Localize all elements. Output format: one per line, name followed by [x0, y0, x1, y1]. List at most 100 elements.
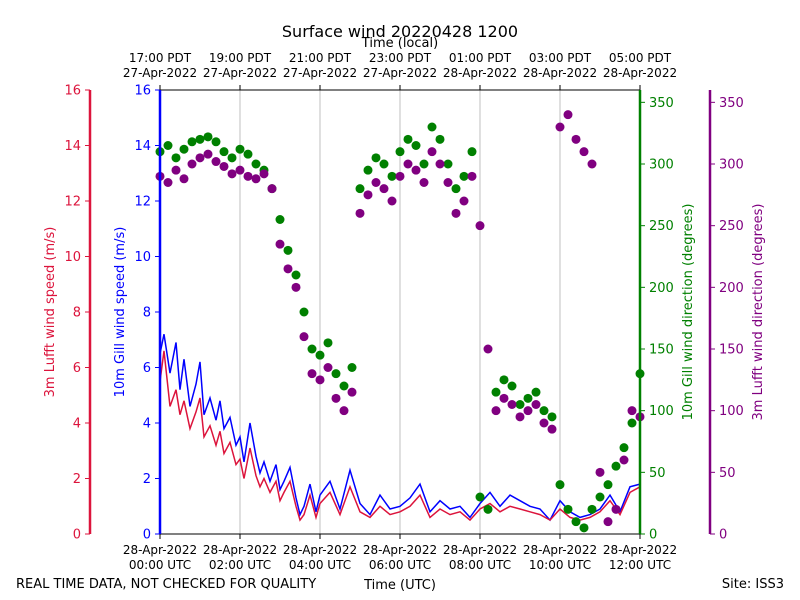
10m-gill-wind-direction-point [179, 144, 189, 154]
10m-gill-wind-direction-point [627, 418, 637, 428]
10m-gill-wind-direction-point [555, 480, 565, 490]
3m-lufft-wind-direction-point [387, 196, 397, 206]
gill-speed-axis-tick-label: 2 [143, 472, 151, 487]
3m-lufft-wind-direction-point [611, 504, 621, 514]
lufft-dir-axis-tick-label: 250 [719, 219, 744, 234]
10m-gill-wind-direction-point [587, 504, 597, 514]
3m-lufft-wind-direction-point [235, 165, 245, 175]
3m-lufft-wind-direction-point [315, 375, 325, 385]
lufft-speed-axis-tick-label: 2 [73, 472, 81, 487]
10m-gill-wind-direction-point [483, 504, 493, 514]
10m-gill-wind-direction-point [603, 480, 613, 490]
3m-lufft-wind-direction-point [467, 171, 477, 181]
3m-lufft-wind-direction-point [307, 369, 317, 379]
10m-gill-wind-direction-point [563, 504, 573, 514]
top-tick-label-date: 27-Apr-2022 [363, 66, 437, 80]
gill-speed-axis-tick-label: 12 [134, 195, 151, 210]
3m-lufft-wind-direction-point [299, 332, 309, 342]
3m-lufft-wind-direction-point [331, 393, 341, 403]
x-tick-label-date: 28-Apr-2022 [603, 543, 677, 557]
10m-gill-wind-direction-point [227, 153, 237, 163]
x-axis-label: Time (UTC) [363, 578, 436, 593]
3m-lufft-wind-direction-point [619, 455, 629, 465]
x-tick-label-date: 28-Apr-2022 [443, 543, 517, 557]
3m-lufft-wind-direction-point [259, 169, 269, 179]
3m-lufft-wind-direction-point [523, 406, 533, 416]
10m-gill-wind-direction-point [251, 159, 261, 169]
lufft-speed-axis-tick-label: 12 [64, 195, 81, 210]
lufft-speed-axis-tick-label: 4 [73, 417, 81, 432]
10m-gill-wind-direction-point [571, 517, 581, 527]
10m-gill-wind-direction-point [507, 381, 517, 391]
10m-gill-wind-direction-point [291, 270, 301, 280]
3m-lufft-wind-direction-point [283, 264, 293, 274]
10m-gill-wind-direction-point [235, 144, 245, 154]
10m-gill-wind-direction-point [459, 171, 469, 181]
x-tick-label-date: 28-Apr-2022 [123, 543, 197, 557]
10m-gill-wind-direction-point [275, 215, 285, 224]
3m-lufft-wind-direction-point [491, 406, 501, 416]
lufft-dir-axis-tick-label: 200 [719, 281, 744, 296]
10m-gill-wind-direction-point [539, 406, 549, 416]
10m-gill-wind-direction-point [443, 159, 453, 169]
3m-lufft-wind-direction-point [451, 208, 461, 218]
lufft-dir-axis-tick-label: 350 [719, 96, 744, 111]
3m-lufft-wind-direction-point [427, 147, 437, 157]
3m-lufft-wind-direction-point [347, 387, 357, 397]
3m-lufft-wind-direction-point [395, 171, 405, 181]
10m-gill-wind-direction-point [515, 400, 525, 409]
gill-dir-axis-tick-label: 50 [649, 466, 666, 481]
3m-lufft-wind-direction-point [515, 412, 525, 422]
10m-gill-wind-direction-point [371, 153, 381, 163]
10m-gill-wind-direction-point [427, 122, 437, 132]
3m-lufft-wind-direction-point [555, 122, 565, 132]
x-tick-label-time: 06:00 UTC [369, 558, 431, 572]
top-tick-label-time: 23:00 PDT [369, 51, 432, 65]
3m-lufft-wind-direction-point [475, 221, 485, 231]
gill-speed-axis-tick-label: 16 [134, 84, 151, 99]
10m-gill-wind-direction-point [451, 184, 461, 194]
10m-gill-wind-direction-point [355, 184, 365, 194]
10m-gill-wind-direction-point [499, 375, 509, 385]
10m-gill-wind-direction-point [171, 153, 181, 163]
10m-gill-wind-direction-point [419, 159, 429, 169]
lufft-dir-axis-label: 3m Lufft wind direction (degrees) [751, 204, 766, 421]
10m-gill-wind-direction-point [211, 137, 221, 147]
10m-gill-wind-direction-point [523, 393, 533, 403]
10m-gill-wind-direction-point [219, 147, 229, 157]
gill-speed-axis-tick-label: 14 [134, 139, 151, 154]
gill-dir-axis-tick-label: 150 [649, 343, 674, 358]
gill-dir-axis-label: 10m Gill wind direction (degrees) [681, 204, 696, 421]
10m-gill-wind-direction-point [547, 412, 557, 422]
gridlines [239, 90, 561, 534]
10m-gill-wind-direction-point [163, 141, 173, 150]
top-tick-label-date: 28-Apr-2022 [603, 66, 677, 80]
lufft-speed-axis-label: 3m Lufft wind speed (m/s) [43, 227, 58, 398]
3m-lufft-wind-direction-point [419, 178, 429, 187]
gill-dir-axis-tick-label: 300 [649, 158, 674, 173]
3m-lufft-wind-direction-point [211, 157, 221, 167]
gill-dir-axis-tick-label: 200 [649, 281, 674, 296]
10m-gill-wind-direction-point [339, 381, 349, 391]
top-tick-label-time: 01:00 PDT [449, 51, 512, 65]
3m-lufft-wind-direction-point [187, 159, 197, 169]
x-tick-label-time: 10:00 UTC [529, 558, 591, 572]
x-tick-label-date: 28-Apr-2022 [523, 543, 597, 557]
10m-gill-wind-direction-point [347, 363, 357, 372]
3m-lufft-wind-direction-point [483, 344, 493, 354]
3m-lufft-wind-direction-point [203, 149, 213, 159]
3m-lufft-wind-direction-point [371, 178, 381, 187]
3m-lufft-wind-direction-point [579, 147, 589, 157]
lufft-dir-axis-tick-label: 50 [719, 466, 736, 481]
lufft-speed-axis-tick-label: 8 [73, 306, 81, 321]
chart-title: Surface wind 20220428 1200 [282, 22, 518, 41]
footer-disclaimer: REAL TIME DATA, NOT CHECKED FOR QUALITY [16, 577, 316, 592]
footer-site: Site: ISS3 [722, 577, 784, 592]
10m-gill-wind-direction-point [467, 147, 477, 157]
10m-gill-wind-direction-point [323, 338, 333, 348]
gill-speed-axis-label: 10m Gill wind speed (m/s) [113, 227, 128, 398]
3m-lufft-wind-direction-point [267, 184, 277, 194]
3m-lufft-wind-direction-point [531, 400, 541, 409]
gill-speed-axis-tick-label: 8 [143, 306, 151, 321]
10m-gill-wind-direction-point [579, 523, 589, 533]
